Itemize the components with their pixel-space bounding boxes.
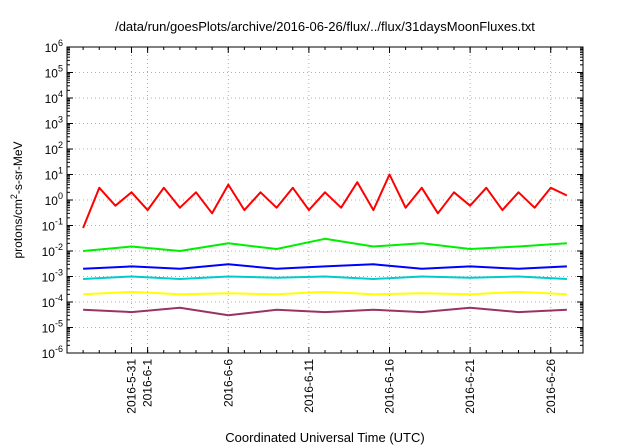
y-tick-label-exponent: 6 — [58, 38, 63, 48]
y-tick-label-base: 10 — [45, 92, 59, 106]
y-tick-label: 10-5 — [42, 319, 63, 336]
y-axis-ticks: 10-610-510-410-310-210-11001011021031041… — [42, 38, 583, 361]
series-line-3 — [83, 263, 567, 270]
y-tick-label-base: 10 — [42, 271, 56, 285]
y-tick-label-exponent: 2 — [58, 140, 63, 150]
series-line-1 — [82, 173, 568, 229]
y-tick-label-exponent: -1 — [55, 217, 63, 227]
y-tick-label-exponent: -4 — [55, 293, 63, 303]
y-axis-title-unit: -s-sr-MeV — [11, 141, 25, 194]
x-tick-label: 2016-5-31 — [125, 359, 139, 414]
series-line-4 — [83, 275, 567, 280]
y-tick-label-exponent: -6 — [55, 344, 63, 354]
x-tick-label: 2016-6-1 — [141, 359, 155, 407]
y-tick-label-base: 10 — [42, 296, 56, 310]
x-tick-label: 2016-6-11 — [302, 359, 316, 413]
y-tick-label-base: 10 — [45, 169, 59, 183]
y-tick-label-exponent: 1 — [58, 166, 63, 176]
chart-title: /data/run/goesPlots/archive/2016-06-26/f… — [115, 19, 535, 34]
series-line-5 — [83, 290, 567, 296]
x-axis-title: Coordinated Universal Time (UTC) — [225, 430, 424, 445]
y-tick-label-base: 10 — [45, 41, 59, 55]
y-tick-label-exponent: 0 — [58, 191, 63, 201]
y-tick-label-base: 10 — [45, 143, 59, 157]
y-axis-title-main: protons/cm — [11, 199, 25, 258]
y-tick-label-exponent: -3 — [55, 268, 63, 278]
y-tick-label: 106 — [45, 38, 63, 55]
y-tick-label: 10-4 — [42, 293, 63, 310]
y-tick-label: 104 — [45, 89, 63, 106]
y-tick-label: 100 — [45, 191, 63, 208]
y-axis-title: protons/cm2-s-sr-MeV — [9, 141, 25, 258]
y-tick-label-base: 10 — [42, 220, 56, 234]
x-tick-label: 2016-6-26 — [544, 359, 558, 414]
y-tick-label: 103 — [45, 115, 63, 132]
y-tick-label: 101 — [45, 166, 63, 183]
plot-area-frame — [66, 46, 584, 354]
x-tick-label: 2016-6-21 — [463, 359, 477, 414]
y-tick-label: 10-2 — [42, 242, 63, 259]
y-tick-label-base: 10 — [45, 118, 59, 132]
y-tick-label-base: 10 — [45, 194, 59, 208]
y-tick-label-base: 10 — [42, 322, 56, 336]
y-tick-label: 10-3 — [42, 268, 63, 285]
y-tick-label-exponent: -2 — [55, 242, 63, 252]
data-series — [82, 173, 568, 317]
y-tick-label-base: 10 — [45, 67, 59, 81]
y-tick-label-base: 10 — [42, 245, 56, 259]
y-tick-label: 10-1 — [42, 217, 63, 234]
x-tick-label: 2016-6-6 — [221, 359, 235, 407]
series-line-6 — [83, 306, 567, 317]
y-tick-label-exponent: -5 — [55, 319, 63, 329]
series-line-2 — [83, 237, 567, 252]
x-tick-label: 2016-6-16 — [383, 359, 397, 414]
y-tick-label-exponent: 4 — [58, 89, 63, 99]
y-tick-label-exponent: 3 — [58, 115, 63, 125]
y-tick-label-exponent: 5 — [58, 64, 63, 74]
y-tick-label: 10-6 — [42, 344, 63, 361]
y-axis-title-superscript: 2 — [9, 194, 19, 199]
y-tick-label-base: 10 — [42, 347, 56, 361]
grid-lines — [67, 47, 583, 353]
y-tick-label: 102 — [45, 140, 63, 157]
y-tick-label: 105 — [45, 64, 63, 81]
x-axis-ticks: 2016-5-31 2016-6-1 2016-6-6 2016-6-11 2016-6… — [66, 47, 584, 414]
